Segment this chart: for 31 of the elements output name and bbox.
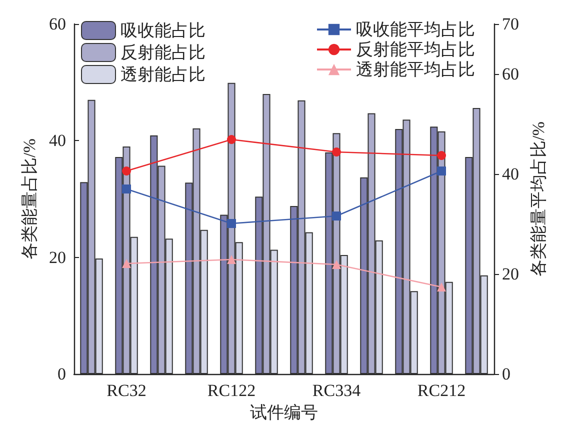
point	[437, 282, 446, 292]
legend-label: 吸收能占比	[120, 21, 206, 40]
y2-tick-label: 40	[502, 164, 519, 184]
y-axis-title: 各类能量占比/%	[20, 138, 39, 260]
point	[227, 255, 236, 264]
y-tick-label: 60	[49, 14, 66, 34]
x-axis-title: 试件编号	[250, 403, 318, 422]
legend-label: 透射能平均占比	[356, 60, 475, 79]
point	[122, 259, 131, 268]
x-tick-label: RC212	[417, 381, 466, 400]
y2-tick-label: 0	[502, 364, 510, 384]
legend-label: 透射能占比	[120, 65, 206, 84]
y2-tick-label: 20	[502, 264, 519, 284]
y-tick-label: 20	[49, 248, 66, 267]
legend-label: 吸收能平均占比	[356, 20, 475, 39]
y-tick-label: 40	[49, 131, 66, 150]
legend-label: 反射能平均占比	[356, 40, 475, 59]
point	[122, 184, 131, 194]
x-tick-label: RC334	[312, 381, 362, 400]
y2-tick-label: 60	[502, 64, 519, 84]
point	[122, 166, 131, 176]
legend-label: 反射能占比	[120, 43, 206, 62]
y2-tick-label: 70	[502, 14, 519, 34]
point	[437, 166, 446, 176]
x-tick-label: RC32	[106, 381, 146, 400]
y2-axis-title: 各类能量平均占比/%	[529, 122, 548, 276]
point	[227, 219, 236, 228]
x-tick-label: RC122	[207, 381, 256, 400]
point	[227, 135, 236, 144]
y-tick-label: 0	[58, 364, 66, 384]
point	[437, 151, 446, 160]
